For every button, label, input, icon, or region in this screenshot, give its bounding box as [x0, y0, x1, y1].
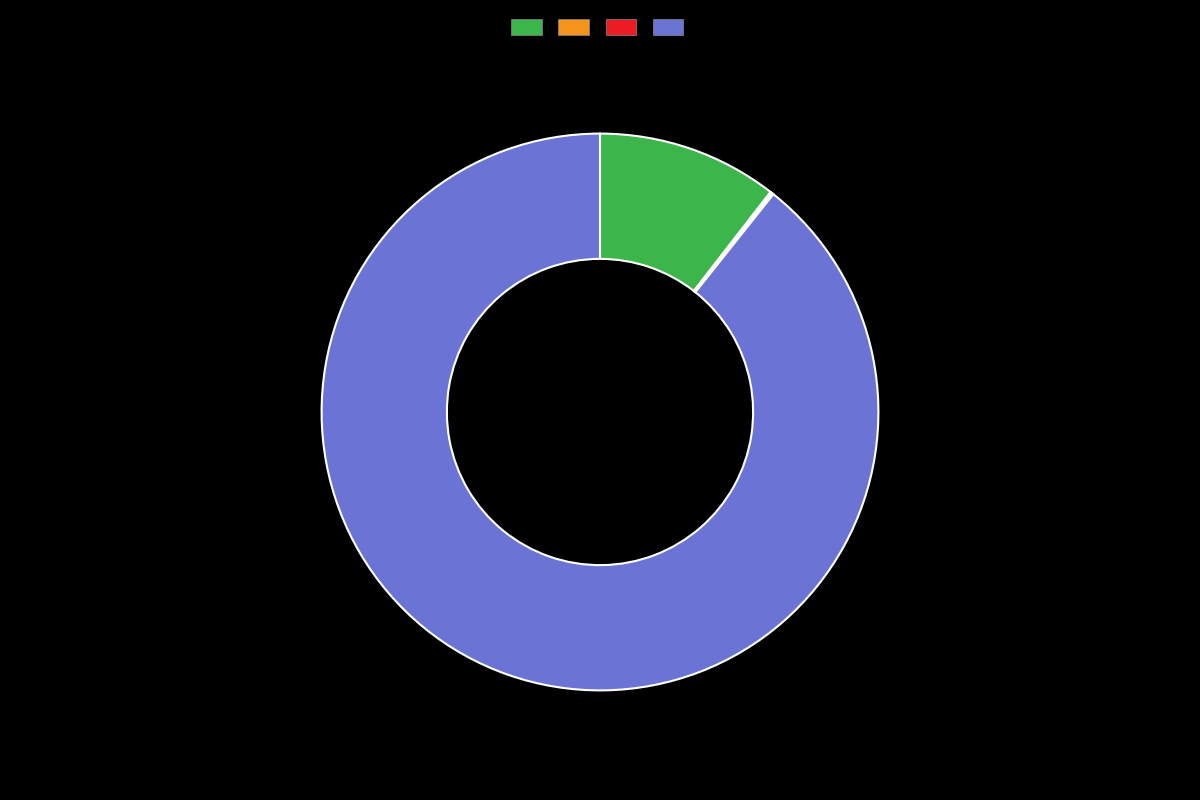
Wedge shape — [694, 192, 772, 292]
Wedge shape — [322, 134, 878, 690]
Wedge shape — [695, 193, 773, 292]
Legend: , , , : , , , — [506, 15, 694, 40]
Wedge shape — [600, 134, 770, 291]
